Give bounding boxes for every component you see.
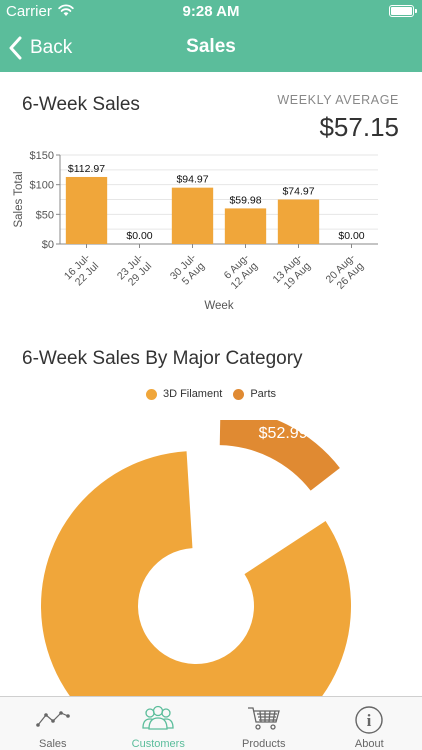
tab-sales-label: Sales	[38, 738, 67, 750]
page-title: Sales	[186, 36, 236, 57]
weekly-sales-title: 6-Week Sales	[22, 94, 140, 115]
bar-value-label: $0.00	[126, 230, 152, 242]
bar-value-label: $59.98	[229, 194, 261, 206]
legend-item-parts[interactable]: Parts	[233, 388, 276, 400]
wifi-icon	[58, 4, 74, 16]
cart-icon	[247, 707, 280, 730]
bar[interactable]	[224, 208, 267, 244]
donut-slice[interactable]	[41, 451, 351, 698]
weekly-average-label: WEEKLY AVERAGE	[277, 93, 399, 107]
x-axis-label: Week	[204, 300, 233, 312]
weekly-sales-bar-chart: $0 $50 $100 $150 Sales Total $112.97 16 Jul-22…	[13, 150, 378, 312]
x-tick-label: 6 Aug-12 Aug	[220, 251, 260, 291]
y-tick-label: $100	[30, 180, 54, 192]
info-icon: i	[355, 706, 383, 734]
y-axis-label: Sales Total	[13, 171, 25, 227]
chevron-left-icon	[9, 36, 22, 60]
people-icon	[142, 705, 174, 730]
tab-about[interactable]: i About	[317, 697, 422, 750]
bar[interactable]	[277, 199, 320, 244]
back-button[interactable]: Back	[8, 32, 72, 64]
x-tick-label: 30 Jul-5 Aug	[168, 251, 208, 291]
status-time: 9:28 AM	[182, 3, 240, 20]
y-tick-label: $0	[42, 239, 54, 251]
bar-value-label: $112.97	[68, 163, 105, 175]
bar-value-label: $74.97	[282, 186, 314, 198]
tab-customers-label: Customers	[131, 738, 185, 750]
tab-bar: Sales Customers Products i About	[0, 696, 422, 750]
x-tick-label: 16 Jul-22 Jul	[62, 251, 102, 291]
tab-customers[interactable]: Customers	[106, 697, 212, 750]
svg-text:i: i	[367, 711, 372, 730]
legend-item-filament[interactable]: 3D Filament	[145, 388, 223, 400]
category-sales-title: 6-Week Sales By Major Category	[22, 348, 303, 369]
x-tick-label: 20 Aug-26 Aug	[324, 251, 367, 294]
category-legend: 3D Filament Parts	[0, 388, 422, 403]
status-bar: Carrier 9:28 AM	[0, 0, 422, 24]
y-tick-label: $50	[36, 209, 54, 221]
y-tick-label: $150	[30, 150, 54, 162]
tab-about-label: About	[354, 738, 384, 750]
bar[interactable]	[65, 176, 108, 244]
navigation-bar: Back Sales	[0, 24, 422, 72]
category-donut-chart: $289.90$52.99	[41, 420, 351, 698]
battery-icon	[389, 5, 417, 17]
legend-dot-parts	[233, 388, 245, 400]
carrier-label: Carrier	[6, 3, 52, 20]
weekly-average-value: $57.15	[319, 112, 399, 142]
line-chart-icon	[35, 711, 70, 727]
back-label: Back	[30, 37, 73, 58]
x-tick-label: 13 Aug-19 Aug	[271, 251, 314, 294]
legend-label-parts: Parts	[250, 388, 277, 400]
tab-products-label: Products	[242, 738, 286, 750]
tab-products[interactable]: Products	[211, 697, 317, 750]
legend-label-filament: 3D Filament	[162, 388, 223, 400]
donut-slice-label: $52.99	[259, 425, 308, 442]
tab-sales[interactable]: Sales	[0, 697, 106, 750]
bar-value-label: $94.97	[176, 174, 208, 186]
donut-slice[interactable]	[219, 420, 340, 491]
bar[interactable]	[171, 187, 214, 244]
legend-dot-filament	[145, 388, 157, 400]
bar-value-label: $0.00	[338, 230, 364, 242]
x-tick-label: 23 Jul-29 Jul	[115, 251, 155, 291]
